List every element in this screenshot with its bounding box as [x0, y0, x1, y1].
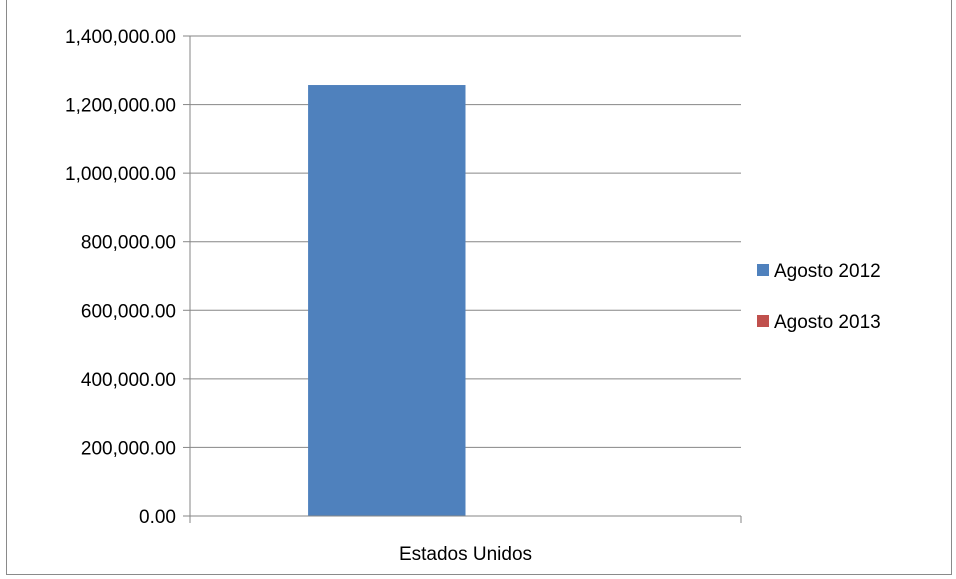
x-tick-label: Estados Unidos	[399, 544, 532, 565]
axes	[183, 35, 742, 523]
x-axis-tick-labels: Estados Unidos	[399, 544, 532, 565]
legend-label: Agosto 2013	[774, 312, 881, 333]
bars	[308, 85, 466, 517]
y-tick-label: 800,000.00	[81, 233, 176, 254]
y-tick-label: 1,000,000.00	[65, 164, 176, 185]
legend: Agosto 2012 Agosto 2013	[757, 261, 881, 333]
y-tick-label: 200,000.00	[81, 438, 176, 459]
legend-swatch	[757, 315, 769, 327]
legend-entry: Agosto 2013	[757, 312, 881, 333]
chart-frame	[6, 0, 952, 575]
legend-label: Agosto 2012	[774, 261, 881, 282]
legend-entry: Agosto 2012	[757, 261, 881, 282]
bar-agosto-2012	[308, 85, 466, 517]
y-tick-label: 0.00	[139, 507, 176, 528]
y-tick-label: 1,400,000.00	[65, 27, 176, 48]
y-tick-label: 400,000.00	[81, 370, 176, 391]
y-tick-label: 1,200,000.00	[65, 96, 176, 117]
y-tick-label: 600,000.00	[81, 301, 176, 322]
legend-swatch	[757, 264, 769, 276]
y-axis-tick-labels: 0.00 200,000.00 400,000.00 600,000.00 800,00…	[65, 27, 176, 528]
